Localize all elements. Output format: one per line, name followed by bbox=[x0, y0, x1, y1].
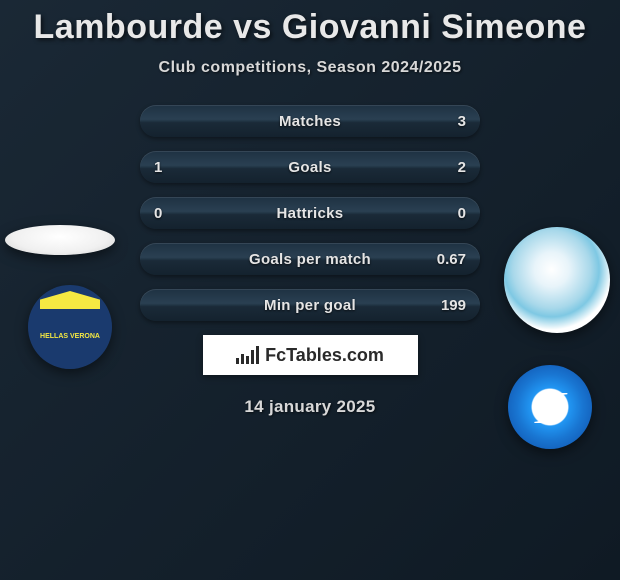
bar-chart-icon bbox=[236, 346, 259, 364]
club-left-crest-inner: HELLAS VERONA bbox=[40, 291, 100, 363]
stat-row: Min per goal 199 bbox=[140, 289, 480, 321]
stat-right-value: 0.67 bbox=[436, 251, 466, 268]
brand-text: FcTables.com bbox=[265, 345, 384, 366]
comparison-card: Lambourde vs Giovanni Simeone Club compe… bbox=[0, 0, 620, 417]
stat-row: 0 Hattricks 0 bbox=[140, 197, 480, 229]
stat-right-value: 2 bbox=[436, 159, 466, 176]
stat-label: Hattricks bbox=[277, 205, 344, 222]
player-left-photo bbox=[5, 225, 115, 255]
stat-label: Goals bbox=[288, 159, 331, 176]
player-right-photo bbox=[504, 227, 610, 333]
stat-right-value: 3 bbox=[436, 113, 466, 130]
stat-row: Goals per match 0.67 bbox=[140, 243, 480, 275]
stat-right-value: 0 bbox=[436, 205, 466, 222]
stat-label: Goals per match bbox=[249, 251, 371, 268]
stat-label: Matches bbox=[279, 113, 341, 130]
club-left-crest: HELLAS VERONA bbox=[28, 285, 112, 369]
page-title: Lambourde vs Giovanni Simeone bbox=[0, 8, 620, 47]
stat-right-value: 199 bbox=[436, 297, 466, 314]
club-right-letter: N bbox=[535, 381, 566, 434]
brand-box: FcTables.com bbox=[203, 335, 418, 375]
stat-left-value: 1 bbox=[154, 159, 184, 176]
subtitle: Club competitions, Season 2024/2025 bbox=[0, 59, 620, 77]
club-right-crest: N bbox=[508, 365, 592, 449]
stat-row: Matches 3 bbox=[140, 105, 480, 137]
stats-area: HELLAS VERONA N Matches 3 1 Goals 2 0 Ha… bbox=[0, 105, 620, 417]
stat-row: 1 Goals 2 bbox=[140, 151, 480, 183]
stat-left-value: 0 bbox=[154, 205, 184, 222]
stat-label: Min per goal bbox=[264, 297, 356, 314]
